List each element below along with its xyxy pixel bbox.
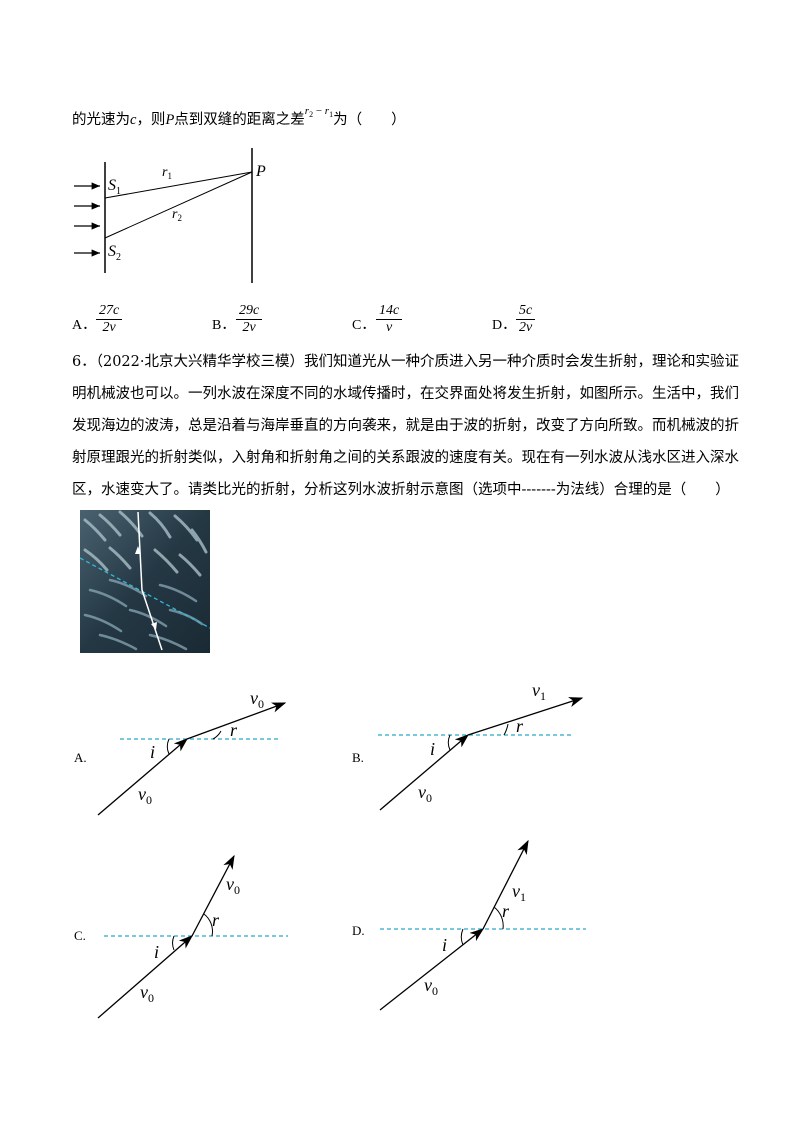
label-out-v: v1: [512, 881, 526, 904]
label-in-v: v0: [138, 784, 152, 807]
r-difference: r2 − r1: [304, 105, 334, 120]
water-wave-photo: [79, 510, 211, 653]
angle-i: i: [154, 942, 159, 962]
q6-option-a-letter: A.: [74, 750, 87, 765]
path-r2: [104, 171, 253, 239]
label-out-v: v0: [226, 874, 240, 897]
q6-option-a-diagram[interactable]: A. i r v0 v0: [70, 670, 370, 820]
q5-option-c-fraction: 14c v: [376, 303, 403, 336]
q5-option-a[interactable]: A．: [72, 318, 97, 333]
label-in-v: v0: [418, 782, 432, 805]
incident-ray: [97, 935, 193, 1019]
angle-r: r: [516, 716, 524, 736]
incident-ray: [379, 734, 469, 811]
refracted-ray: [467, 697, 584, 736]
label-out-v: v0: [250, 688, 264, 711]
q5-option-d-fraction: 5c 2v: [516, 303, 536, 336]
label-r1: r1: [162, 165, 172, 181]
q6-stem-line-2: 明机械波也可以。一列水波在深度不同的水域传播时，在交界面处将发生折射，如图所示。…: [72, 386, 739, 402]
q6-stem-line-4: 射原理跟光的折射类似，入射角和折射角之间的关系跟波的速度有关。现在有一列水波从浅…: [72, 450, 739, 466]
incident-arrows: [74, 182, 100, 257]
angle-i: i: [430, 739, 435, 759]
label-p: P: [255, 163, 266, 180]
q6-option-d-letter: D.: [352, 923, 365, 938]
label-in-v: v0: [424, 975, 438, 998]
q5-option-b-fraction: 29c 2v: [236, 303, 263, 336]
incident-ray: [379, 928, 485, 1011]
q6-stem-line-5: 区，水速变大了。请类比光的折射，分析这列水波折射示意图（选项中-------为法…: [72, 482, 730, 498]
refracted-ray: [191, 854, 235, 937]
angle-i: i: [442, 935, 447, 955]
angle-r: r: [212, 910, 220, 930]
q6-option-d-diagram[interactable]: D. i r v0 v1: [350, 835, 650, 1025]
label-in-v: v0: [140, 982, 154, 1005]
label-s1: S1: [108, 177, 121, 197]
label-out-v: v1: [532, 680, 546, 703]
double-slit-diagram: S1 S2 r1 r2 P: [74, 148, 266, 283]
angle-i: i: [150, 742, 155, 762]
q6-stem-line-3: 发现海边的波涛，总是沿着与海岸垂直的方向袭来，就是由于波的折射，改变了方向所致。…: [72, 418, 739, 434]
q6-option-c-letter: C.: [74, 928, 86, 943]
q6-stem-line-1: 6．（2022·北京大兴精华学校三模）我们知道光从一种介质进入另一种介质时会发生…: [72, 354, 739, 370]
q5-option-a-fraction: 27c 2v: [96, 303, 123, 336]
label-s2: S2: [108, 243, 121, 263]
refracted-ray: [482, 839, 529, 930]
q5-stem: 的光速为c，则P点到双缝的距离之差r2 − r1为（ ）: [72, 105, 406, 128]
incident-ray: [97, 738, 188, 816]
q5-option-c[interactable]: C．: [352, 318, 376, 333]
path-r1: [104, 171, 253, 199]
angle-r: r: [230, 720, 238, 740]
q6-option-b-diagram[interactable]: B. i r v0 v1: [350, 670, 650, 820]
q5-option-d[interactable]: D．: [492, 318, 517, 333]
q5-option-b[interactable]: B．: [212, 318, 236, 333]
q6-option-c-diagram[interactable]: C. i r v0 v0: [70, 850, 370, 1030]
label-r2: r2: [172, 207, 182, 223]
refracted-ray: [186, 702, 287, 740]
angle-r: r: [502, 901, 510, 921]
q6-option-b-letter: B.: [352, 750, 364, 765]
